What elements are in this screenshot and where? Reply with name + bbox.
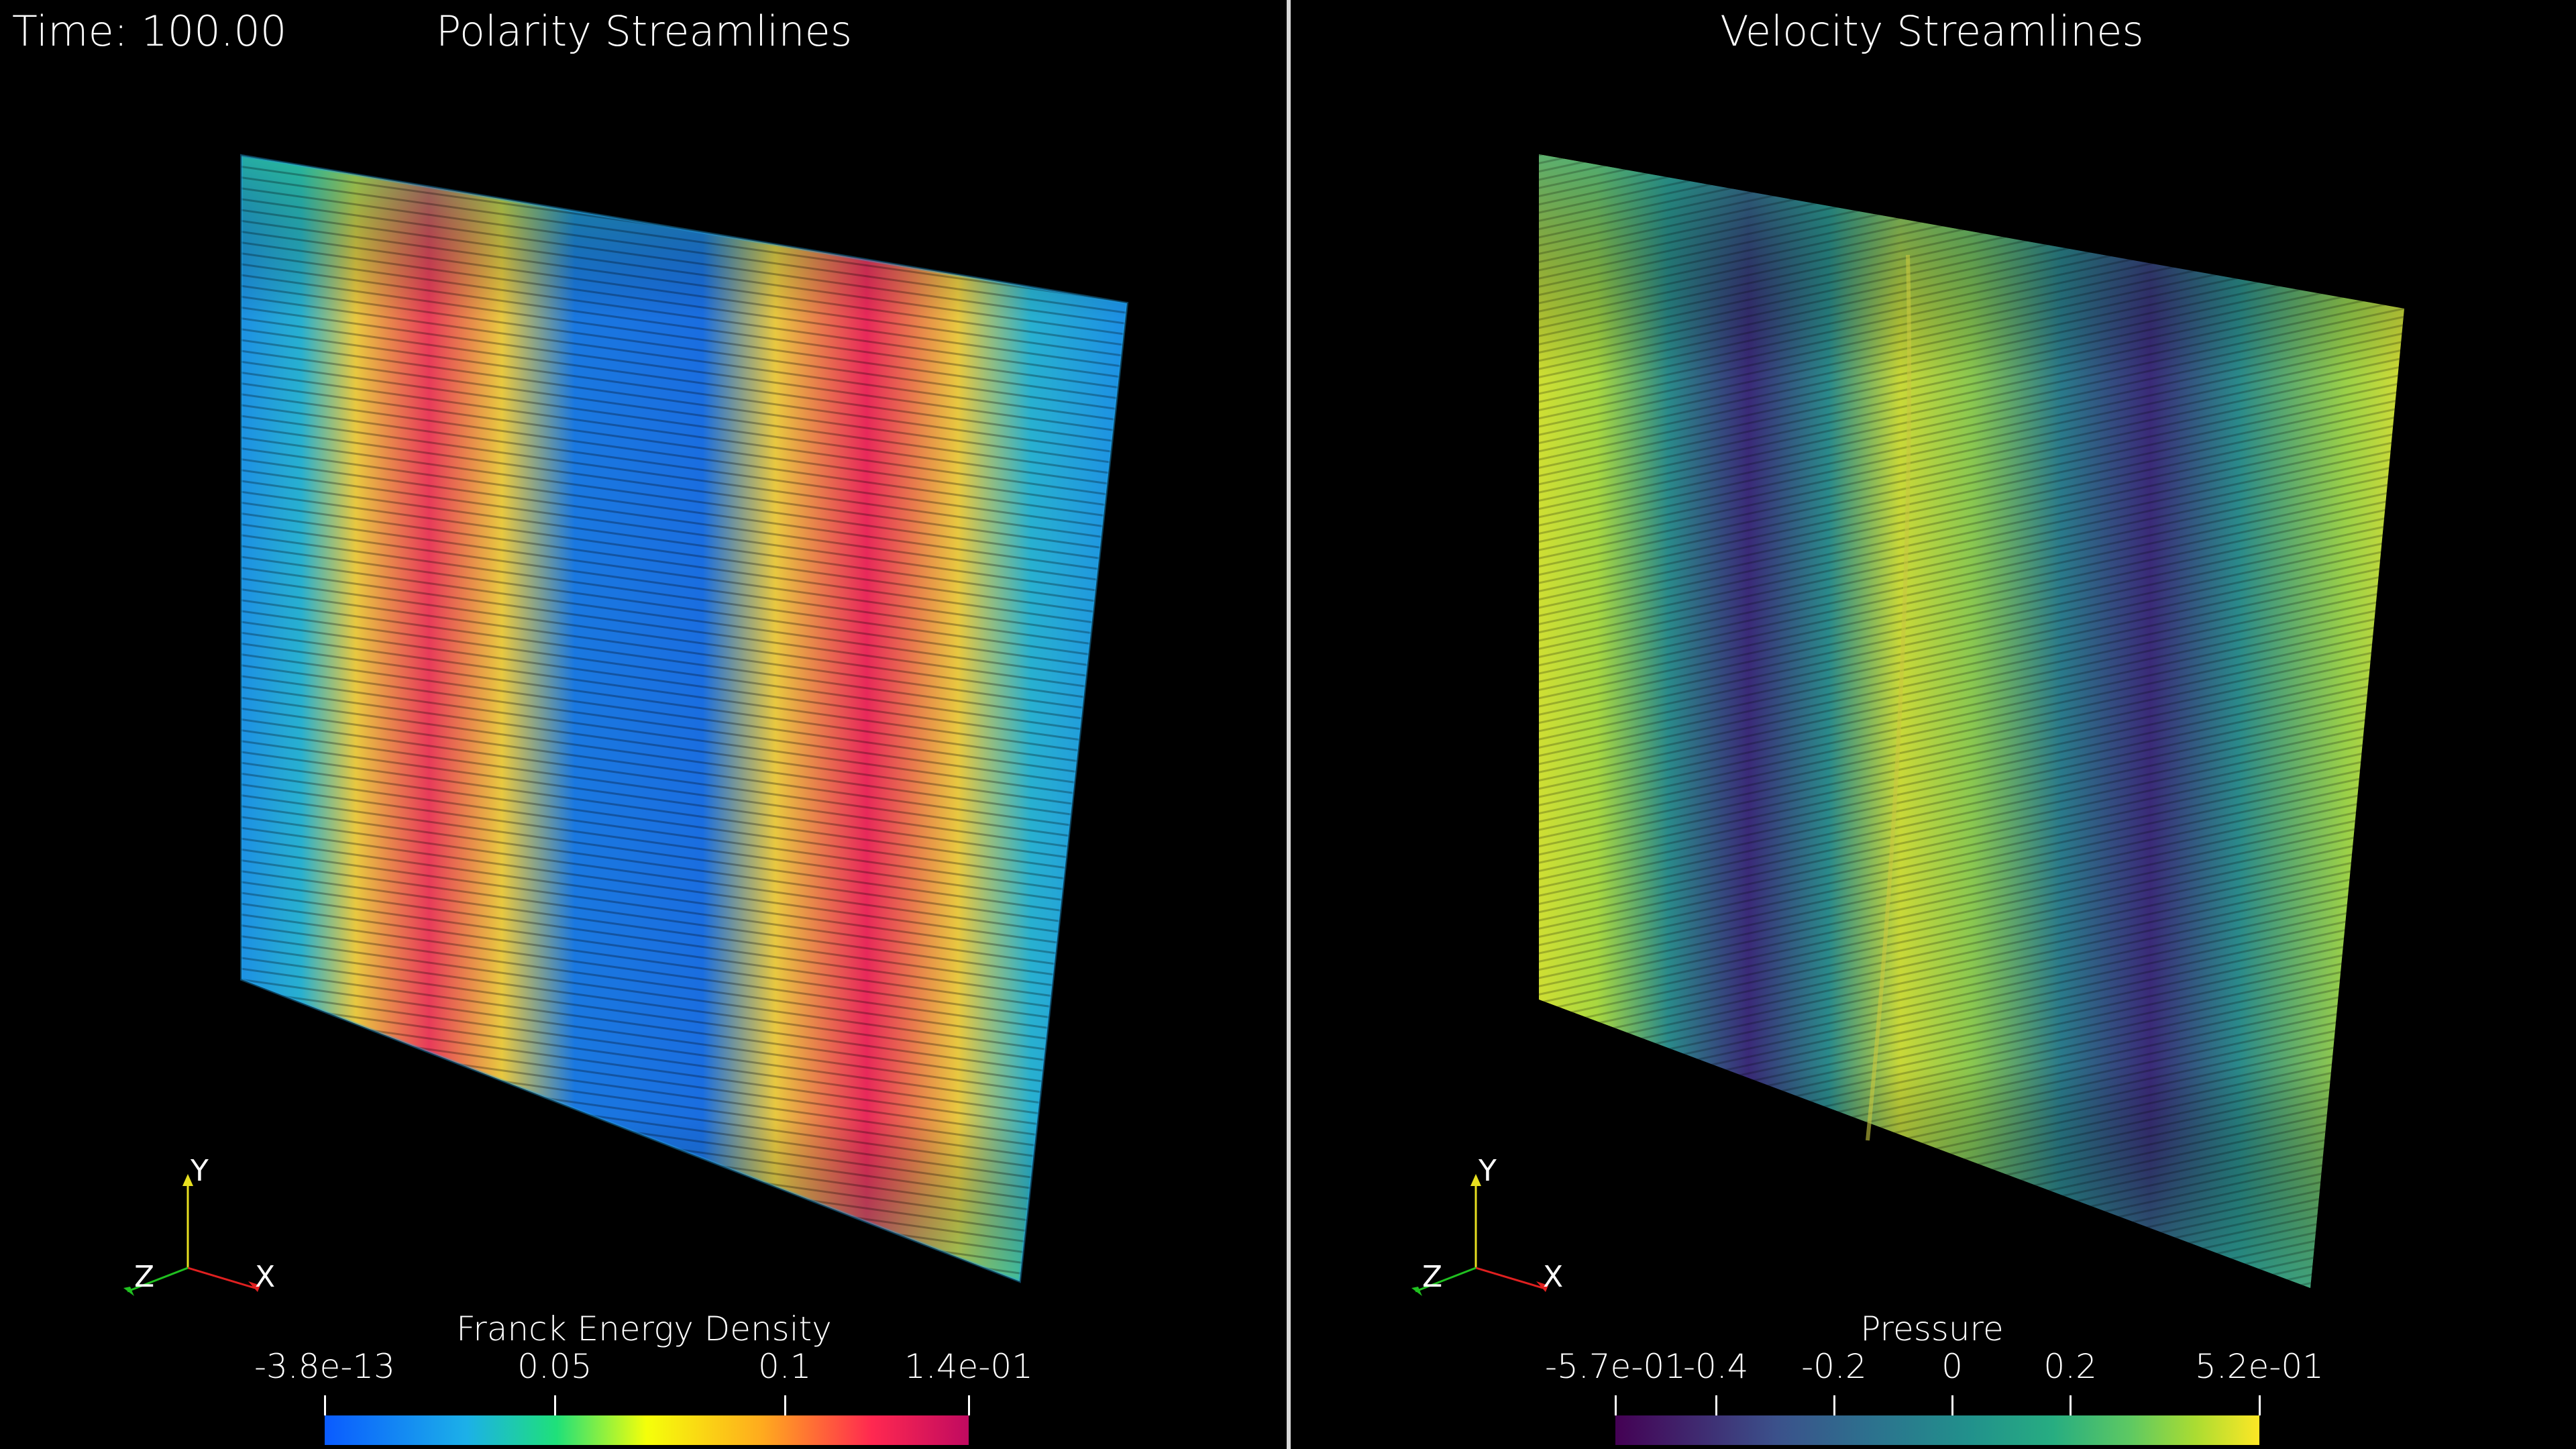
franck-colorbar-title: Franck Energy Density xyxy=(456,1309,832,1348)
pressure-tick-mark xyxy=(1715,1395,1717,1415)
time-label: Time: 100.00 xyxy=(12,7,287,56)
axis-y-label: Y xyxy=(190,1154,209,1188)
pressure-tick-label: 5.2e-01 xyxy=(2195,1347,2324,1386)
polarity-title: Polarity Streamlines xyxy=(435,7,853,56)
pressure-tick-label: -0.2 xyxy=(1801,1347,1867,1386)
pressure-tick-mark xyxy=(2070,1395,2072,1415)
pressure-tick-mark xyxy=(2259,1395,2261,1415)
franck-tick-label: 0.05 xyxy=(517,1347,592,1386)
panel-divider[interactable] xyxy=(1287,0,1291,1449)
orientation-axes: Y X Z xyxy=(1411,1154,1563,1296)
velocity-streamlines-render[interactable] xyxy=(1291,0,2576,1449)
pressure-tick-label: 0.2 xyxy=(2043,1347,2097,1386)
pressure-tick-label: 0 xyxy=(1941,1347,1963,1386)
franck-tick-label: -3.8e-13 xyxy=(254,1347,395,1386)
franck-tick-label: 1.4e-01 xyxy=(904,1347,1033,1386)
pressure-colorbar-title: Pressure xyxy=(1860,1309,2004,1348)
pressure-tick-label: -0.4 xyxy=(1682,1347,1749,1386)
franck-tick-mark xyxy=(968,1395,970,1415)
axis-z-label: Z xyxy=(1422,1260,1442,1294)
axis-x-label: X xyxy=(1543,1260,1563,1294)
pressure-tick-label: -5.7e-01 xyxy=(1545,1347,1686,1386)
axis-y-label: Y xyxy=(1478,1154,1497,1188)
axis-x-label: X xyxy=(255,1260,275,1294)
franck-tick-label: 0.1 xyxy=(757,1347,812,1386)
franck-colorbar xyxy=(325,1415,969,1445)
velocity-view[interactable]: Velocity Streamlines xyxy=(1291,0,2576,1449)
franck-tick-mark xyxy=(324,1395,326,1415)
polarity-view[interactable]: Time: 100.00 Polarity Streamlines xyxy=(0,0,1287,1449)
orientation-axes: Y X Z xyxy=(123,1154,275,1296)
franck-tick-mark xyxy=(553,1395,556,1415)
polarity-streamlines-render[interactable] xyxy=(0,0,1287,1449)
velocity-title: Velocity Streamlines xyxy=(1720,7,2144,56)
pressure-tick-mark xyxy=(1951,1395,1954,1415)
franck-tick-mark xyxy=(784,1395,786,1415)
pressure-tick-mark xyxy=(1833,1395,1835,1415)
pressure-tick-mark xyxy=(1615,1395,1617,1415)
axis-z-label: Z xyxy=(134,1260,154,1294)
pressure-colorbar xyxy=(1615,1415,2259,1445)
